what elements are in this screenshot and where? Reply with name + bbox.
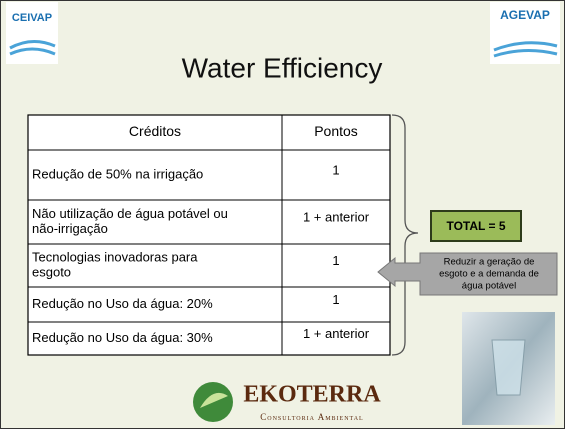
callout-line: esgoto e a demanda de (439, 269, 539, 280)
credit-text: Redução de 50% na irrigação (32, 166, 203, 181)
total-label: TOTAL = 5 (446, 219, 505, 233)
slide-title: Water Efficiency (182, 52, 383, 83)
points-text: 1 + anterior (303, 209, 370, 224)
points-text: 1 + anterior (303, 326, 370, 341)
footer-brand: EKOTERRA (243, 382, 381, 408)
callout-line: Reduzir a geração de (444, 257, 535, 268)
callout-arrow (377, 252, 558, 296)
logo-right-waves (493, 41, 558, 58)
credit-text: Redução no Uso da água: 20% (32, 296, 213, 311)
footer-logo-leaf (200, 392, 228, 408)
table: Créditos Pontos Redução de 50% na irrigaçã… (27, 114, 391, 356)
points-text: 1 (332, 253, 339, 268)
credit-text: não-irrigação (32, 221, 108, 236)
credit-text: esgoto (32, 264, 71, 279)
logo-left-waves (9, 40, 56, 56)
glass-shape (491, 339, 526, 396)
callout-line: água potável (462, 281, 516, 292)
logo-right: AGEVAP (500, 8, 550, 22)
column-header: Créditos (129, 123, 181, 139)
column-header: Pontos (314, 123, 358, 139)
points-text: 1 (332, 292, 339, 307)
total-box (430, 210, 522, 242)
points-text: 1 (332, 162, 339, 177)
footer-tagline: Consultoria Ambiental (260, 412, 363, 422)
credit-text: Redução no Uso da água: 30% (32, 330, 213, 345)
logo-left: CEIVAP (12, 12, 52, 24)
brace (391, 114, 419, 356)
credit-text: Não utilização de água potável ou (32, 206, 228, 221)
credit-text: Tecnologias inovadoras para (32, 249, 198, 264)
table-background (27, 114, 391, 356)
